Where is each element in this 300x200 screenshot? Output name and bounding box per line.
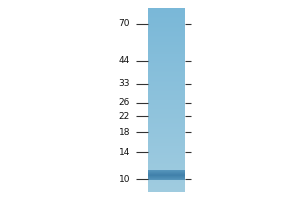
Text: 18: 18 xyxy=(118,128,130,137)
Text: 22: 22 xyxy=(119,112,130,121)
Text: 44: 44 xyxy=(119,56,130,65)
Text: 26: 26 xyxy=(118,98,130,107)
Text: 14: 14 xyxy=(118,148,130,157)
Text: kDa: kDa xyxy=(142,0,160,2)
Text: 10: 10 xyxy=(118,175,130,184)
Text: 33: 33 xyxy=(118,79,130,88)
Text: 70: 70 xyxy=(118,19,130,28)
